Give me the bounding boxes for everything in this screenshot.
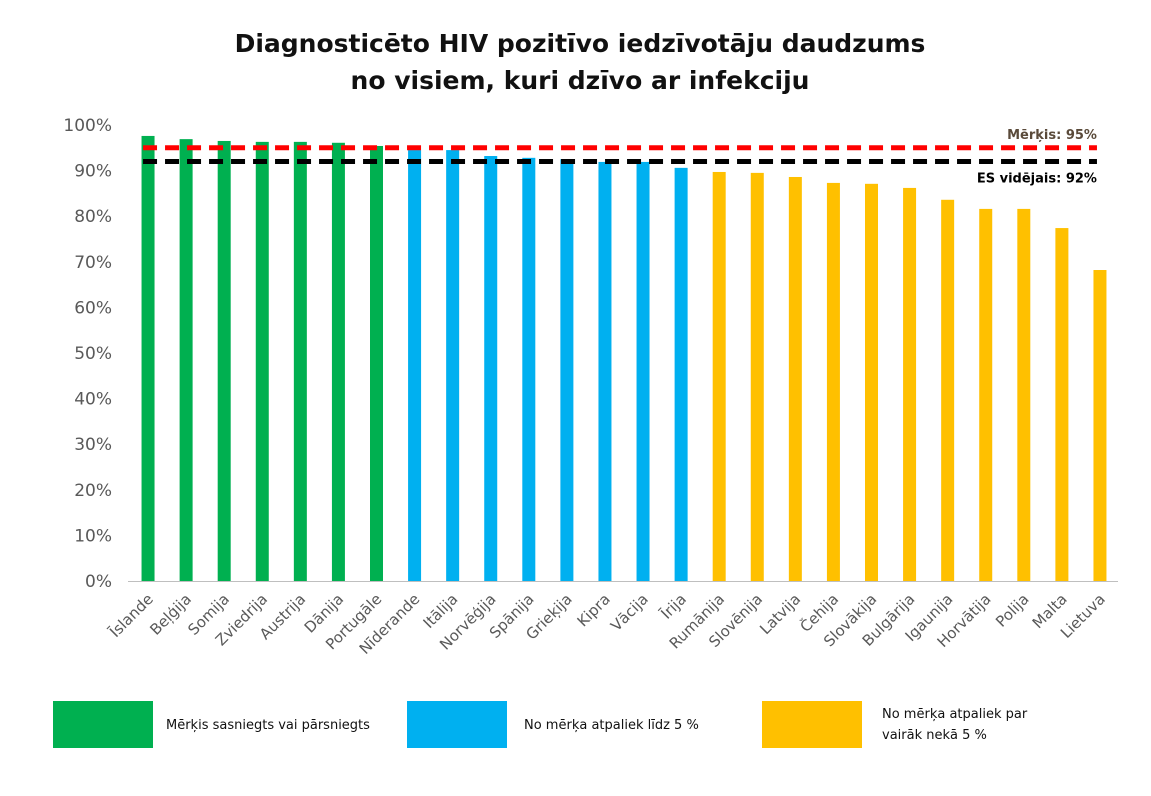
bar-Rumānija — [712, 171, 726, 581]
bar-Vācija — [636, 161, 650, 581]
bar-Zviedrija — [255, 141, 269, 581]
chart-title-line-1: Diagnosticēto HIV pozitīvo iedzīvotāju d… — [235, 29, 926, 58]
y-tick-label: 0% — [85, 572, 112, 592]
x-tick-label: Latvija — [756, 590, 804, 638]
bar-Nīderande — [408, 150, 422, 581]
bar-Igaunija — [941, 199, 955, 581]
bar-Slovākija — [865, 183, 878, 581]
bar-Lietuva — [1093, 270, 1107, 581]
bar-Malta — [1055, 228, 1069, 581]
y-tick-label: 60% — [74, 298, 112, 318]
y-tick-label: 30% — [74, 435, 112, 455]
y-tick-label: 40% — [74, 390, 112, 410]
bar-Itālija — [446, 150, 460, 581]
bar-Horvātija — [979, 208, 993, 582]
x-tick-label: Īslande — [106, 590, 157, 641]
bar-Bulgārija — [903, 187, 917, 582]
bar-Kipra — [598, 161, 612, 581]
y-tick-label: 20% — [74, 481, 112, 501]
legend-swatch — [53, 701, 153, 748]
bar-Polija — [1017, 208, 1031, 582]
bar-Slovēnija — [750, 172, 764, 581]
x-tick-label: Polija — [992, 590, 1033, 631]
x-tick-label: Kipra — [574, 590, 614, 630]
reference-line-label: ES vidējais: 92% — [977, 171, 1097, 186]
legend-swatch — [762, 701, 862, 748]
reference-line-label: Mērķis: 95% — [1007, 128, 1097, 143]
y-tick-label: 50% — [74, 344, 112, 364]
bar-Īslande — [141, 135, 155, 581]
bar-Čehija — [826, 182, 840, 582]
bar-Beļģija — [179, 139, 193, 582]
bar-Austrija — [293, 141, 307, 581]
bar-Īrija — [674, 167, 688, 581]
legend-label: No mērķa atpaliek par — [882, 707, 1028, 722]
bar-Latvija — [788, 176, 802, 581]
legend-label: No mērķa atpaliek līdz 5 % — [524, 718, 699, 733]
y-tick-label: 100% — [63, 116, 112, 136]
legend-swatch — [407, 701, 507, 748]
bar-Grieķija — [560, 159, 574, 581]
legend-label: vairāk nekā 5 % — [882, 728, 987, 743]
x-tick-label: Īrija — [657, 590, 690, 623]
x-tick-label: Vācija — [607, 590, 652, 635]
bar-Spānija — [522, 157, 536, 581]
bar-Portugāle — [370, 145, 383, 581]
x-tick-label: Beļģija — [146, 590, 195, 639]
y-tick-label: 70% — [74, 253, 112, 273]
y-tick-label: 90% — [74, 162, 112, 182]
bar-Dānija — [331, 142, 345, 581]
bar-Somija — [217, 140, 231, 581]
y-tick-label: 80% — [74, 207, 112, 227]
legend-label: Mērķis sasniegts vai pārsniegts — [166, 718, 370, 733]
bar-Norvēģija — [484, 156, 498, 581]
y-tick-label: 10% — [74, 526, 112, 546]
chart-title-line-2: no visiem, kuri dzīvo ar infekciju — [351, 66, 810, 95]
